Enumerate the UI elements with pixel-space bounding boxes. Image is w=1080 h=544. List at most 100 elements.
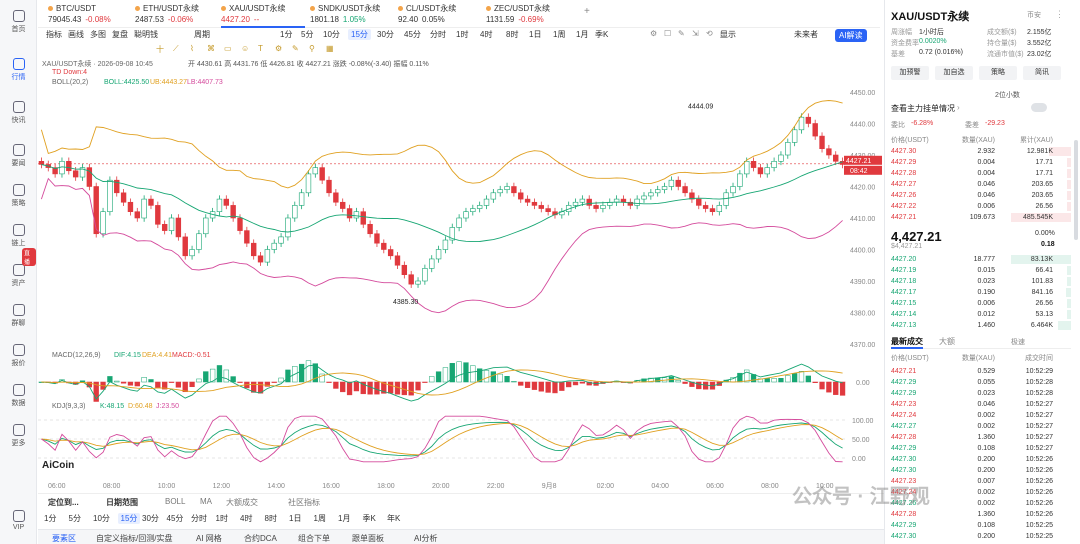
bottom-tool-2[interactable]: BOLL (165, 497, 186, 506)
toolbar-item-1[interactable]: 画线 (68, 30, 84, 39)
exchange-select[interactable]: 币安 (1027, 12, 1041, 19)
bottom-period-3[interactable]: 15分 (117, 513, 141, 524)
bottom-period-11[interactable]: 1周 (313, 514, 326, 523)
orderbook-row[interactable]: 4427.19 0.015 66.41 (891, 266, 1071, 276)
toolbar-item-21[interactable]: 未来者 (794, 30, 818, 39)
trades-tab-0[interactable]: 最新成交 (891, 336, 923, 349)
bottom-nav-item-2[interactable]: AI 网格 (196, 534, 222, 543)
orderbook-row[interactable]: 4427.13 1.460 6.464K (891, 321, 1071, 331)
toolbar-item-11[interactable]: 45分 (404, 30, 421, 39)
toolbar-item-2[interactable]: 多图 (90, 30, 106, 39)
bottom-period-6[interactable]: 分时 (191, 514, 207, 523)
toolbar-item-17[interactable]: 1周 (553, 30, 566, 39)
orderbook-row[interactable]: 4427.21 109.673 485.545K (891, 213, 1071, 223)
ticker-tab-0[interactable]: BTC/USDT 79045.43 -0.08% (48, 3, 132, 28)
toolbar-item-20[interactable]: 显示 (720, 30, 736, 39)
toolbar-item-14[interactable]: 4时 (480, 30, 493, 39)
bottom-period-0[interactable]: 1分 (44, 514, 57, 523)
toolbar-item-16[interactable]: 1日 (529, 30, 542, 39)
orderbook-row[interactable]: 4427.20 18.777 83.13K (891, 255, 1071, 265)
bottom-period-12[interactable]: 1月 (338, 514, 351, 523)
rail-item-1[interactable]: 行情 (0, 58, 37, 82)
rail-item-2[interactable]: 快讯 (0, 101, 37, 125)
drawing-tool-icon[interactable]: ✎ (292, 44, 299, 53)
bottom-nav-item-3[interactable]: 合约DCA (244, 534, 277, 543)
rail-item-0[interactable]: 首页 (0, 10, 37, 34)
toolbar-item-0[interactable]: 指标 (46, 30, 62, 39)
ticker-tab-3[interactable]: SNDK/USDT永续 1801.18 1.05% (310, 3, 394, 28)
drawing-tool-icon[interactable]: ⚲ (309, 44, 315, 53)
toolbar-tool-icon[interactable]: ✎ (678, 29, 685, 38)
depth-precision-select[interactable]: 2位小数 (995, 92, 1020, 99)
bottom-period-2[interactable]: 10分 (93, 514, 110, 523)
action-button-2[interactable]: 策略 (979, 66, 1017, 80)
toolbar-item-4[interactable]: 聪明钱 (134, 30, 158, 39)
bottom-tool-0[interactable]: 定位到... (48, 498, 79, 507)
bottom-period-10[interactable]: 1日 (289, 514, 302, 523)
toolbar-item-13[interactable]: 1时 (456, 30, 469, 39)
orderbook-row[interactable]: 4427.17 0.190 841.16 (891, 288, 1071, 298)
kline-chart-area[interactable]: XAU/USDT永续 · 2026-09-08 10:45 开 4430.61 … (38, 58, 884, 490)
drawing-tool-icon[interactable]: ⌇ (190, 44, 194, 53)
orderbook-row[interactable]: 4427.27 0.046 203.65 (891, 180, 1071, 190)
bottom-period-8[interactable]: 4时 (240, 514, 253, 523)
orderbook-toggle-switch[interactable] (1031, 103, 1047, 112)
ticker-tab-1[interactable]: ETH/USDT永续 2487.53 -0.06% (135, 3, 219, 28)
toolbar-item-10[interactable]: 30分 (377, 30, 394, 39)
toolbar-item-18[interactable]: 1月 (576, 30, 589, 39)
bottom-nav-item-0[interactable]: 要素区 (52, 534, 76, 543)
bottom-period-5[interactable]: 45分 (166, 514, 184, 523)
action-button-0[interactable]: 加预警 (891, 66, 929, 80)
toolbar-tool-icon[interactable]: ⟲ (706, 29, 713, 38)
toolbar-tool-icon[interactable]: ▢ (720, 29, 728, 38)
drawing-tool-icon[interactable]: ⌘ (207, 44, 215, 53)
bottom-nav-item-4[interactable]: 组合下单 (298, 534, 330, 543)
toolbar-item-7[interactable]: 5分 (301, 30, 314, 39)
rail-item-11[interactable]: VIP (0, 510, 37, 531)
orderbook-row[interactable]: 4427.15 0.006 26.56 (891, 299, 1071, 309)
orderbook-row[interactable]: 4427.18 0.023 101.83 (891, 277, 1071, 287)
toolbar-item-9[interactable]: 15分 (348, 29, 371, 40)
ticker-tab-4[interactable]: CL/USDT永续 92.40 0.05% (398, 3, 482, 28)
more-icon[interactable]: ⋮ (1055, 9, 1064, 19)
drawing-tool-icon[interactable]: ⚙ (275, 44, 283, 53)
drawing-tool-icon[interactable]: 十 (156, 45, 164, 54)
rail-item-10[interactable]: 更多 (0, 424, 37, 448)
orderbook-row[interactable]: 4427.28 0.004 17.71 (891, 169, 1071, 179)
toolbar-item-22[interactable]: AI解读 (835, 29, 867, 42)
action-button-1[interactable]: 加自选 (935, 66, 973, 80)
rail-item-6[interactable]: 资产 (0, 264, 37, 288)
bottom-period-4[interactable]: 30分 (142, 514, 159, 523)
rail-item-4[interactable]: 策略 (0, 184, 37, 208)
toolbar-item-19[interactable]: 季K (595, 30, 609, 39)
bottom-nav-item-5[interactable]: 跟单面板 (352, 534, 384, 543)
rail-item-8[interactable]: 报价 (0, 344, 37, 368)
bottom-nav-item-6[interactable]: AI分析 (414, 534, 438, 543)
bottom-period-14[interactable]: 年K (387, 514, 401, 523)
rail-item-5[interactable]: 链上 (0, 224, 37, 248)
orderbook-row[interactable]: 4427.29 0.004 17.71 (891, 158, 1071, 168)
bottom-tool-4[interactable]: 大额成交 (226, 498, 258, 507)
toolbar-tool-icon[interactable]: ⚙ (650, 29, 658, 38)
panel-scrollbar[interactable] (1074, 140, 1078, 240)
toolbar-tool-icon[interactable]: ⇲ (692, 29, 699, 38)
ticker-tab-2[interactable]: XAU/USDT永续 4427.20 -- (221, 3, 305, 28)
bottom-period-9[interactable]: 8时 (264, 514, 277, 523)
toolbar-item-6[interactable]: 1分 (280, 30, 293, 39)
orderbook-row[interactable]: 4427.26 0.046 203.65 (891, 191, 1071, 201)
toolbar-item-5[interactable]: 周期 (194, 30, 210, 39)
ticker-tab-5[interactable]: ZEC/USDT永续 1131.59 -0.69% (486, 3, 570, 28)
kline-svg[interactable]: 4450.004440.004430.004420.004410.004400.… (38, 58, 884, 490)
rail-item-9[interactable]: 数据 (0, 384, 37, 408)
drawing-tool-icon[interactable]: T (258, 44, 263, 53)
toolbar-item-3[interactable]: 复盘 (112, 30, 128, 39)
rail-item-3[interactable]: 要闻 (0, 144, 37, 168)
rail-item-7[interactable]: 群聊 (0, 304, 37, 328)
bottom-period-1[interactable]: 5分 (68, 514, 81, 523)
fast-mode-toggle[interactable]: 极速 (1011, 339, 1025, 346)
orderbook-row[interactable]: 4427.22 0.006 26.56 (891, 202, 1071, 212)
toolbar-tool-icon[interactable]: ☐ (664, 29, 672, 38)
drawing-tool-icon[interactable]: ▭ (224, 44, 232, 53)
toolbar-item-15[interactable]: 8时 (506, 30, 519, 39)
bottom-period-13[interactable]: 季K (362, 514, 376, 523)
